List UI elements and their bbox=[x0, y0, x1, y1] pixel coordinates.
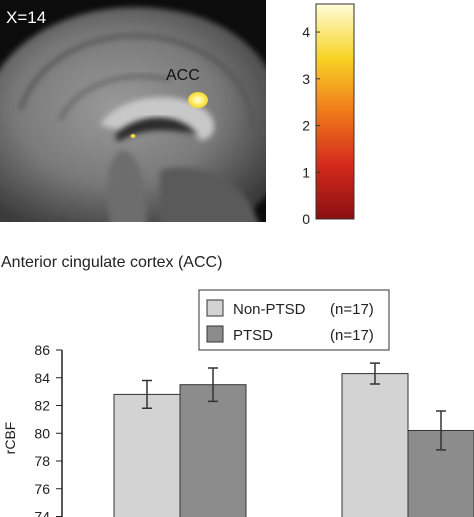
legend: Non-PTSD (n=17) PTSD (n=17) bbox=[198, 289, 390, 351]
bar-ptsd-group1 bbox=[179, 384, 247, 517]
legend-swatch-ptsd bbox=[206, 325, 224, 343]
colorbar-gradient bbox=[315, 3, 355, 220]
legend-label-non-ptsd: Non-PTSD bbox=[233, 301, 306, 318]
bar-non-ptsd-group2 bbox=[341, 373, 409, 517]
slice-label: X=14 bbox=[6, 8, 47, 27]
colorbar-tick-label: 0 bbox=[302, 211, 310, 226]
legend-n-ptsd: (n=17) bbox=[330, 327, 374, 344]
legend-box bbox=[198, 289, 390, 351]
error-bar bbox=[436, 410, 446, 451]
bars bbox=[113, 362, 474, 517]
colorbar-tick-label: 2 bbox=[302, 118, 310, 134]
legend-swatch-non-ptsd bbox=[206, 299, 224, 317]
y-axis-ticks: 86 84 82 80 78 76 74 bbox=[34, 342, 62, 517]
y-tick-label: 74 bbox=[34, 509, 50, 517]
y-tick-label: 86 bbox=[34, 342, 50, 358]
error-bar bbox=[142, 379, 152, 410]
legend-label-ptsd: PTSD bbox=[233, 327, 273, 344]
colorbar-tick-label: 4 bbox=[302, 24, 310, 40]
legend-n-non-ptsd: (n=17) bbox=[330, 301, 374, 318]
colorbar: 4 3 2 1 0 bbox=[302, 3, 355, 226]
error-bar bbox=[208, 367, 218, 403]
roi-label: ACC bbox=[166, 67, 200, 84]
y-axis-label: rCBF bbox=[2, 422, 18, 455]
acc-activation-blob bbox=[188, 92, 208, 108]
brain-mri-slice: X=14 ACC bbox=[0, 0, 266, 222]
section-title: Anterior cingulate cortex (ACC) bbox=[1, 254, 223, 271]
small-activation-blob bbox=[130, 134, 136, 138]
bar-chart: Non-PTSD (n=17) PTSD (n=17) rCBF 8684828… bbox=[2, 289, 474, 517]
y-tick-label: 78 bbox=[34, 453, 50, 469]
colorbar-tick-label: 1 bbox=[302, 164, 310, 180]
y-tick-label: 82 bbox=[34, 398, 50, 414]
y-tick-label: 76 bbox=[34, 481, 50, 497]
bar-non-ptsd-group1 bbox=[113, 393, 181, 517]
y-tick-label: 80 bbox=[34, 425, 50, 441]
error-bar bbox=[370, 362, 380, 385]
y-tick-label: 84 bbox=[34, 370, 50, 386]
colorbar-tick-label: 3 bbox=[302, 71, 310, 87]
brain-image bbox=[0, 7, 266, 222]
